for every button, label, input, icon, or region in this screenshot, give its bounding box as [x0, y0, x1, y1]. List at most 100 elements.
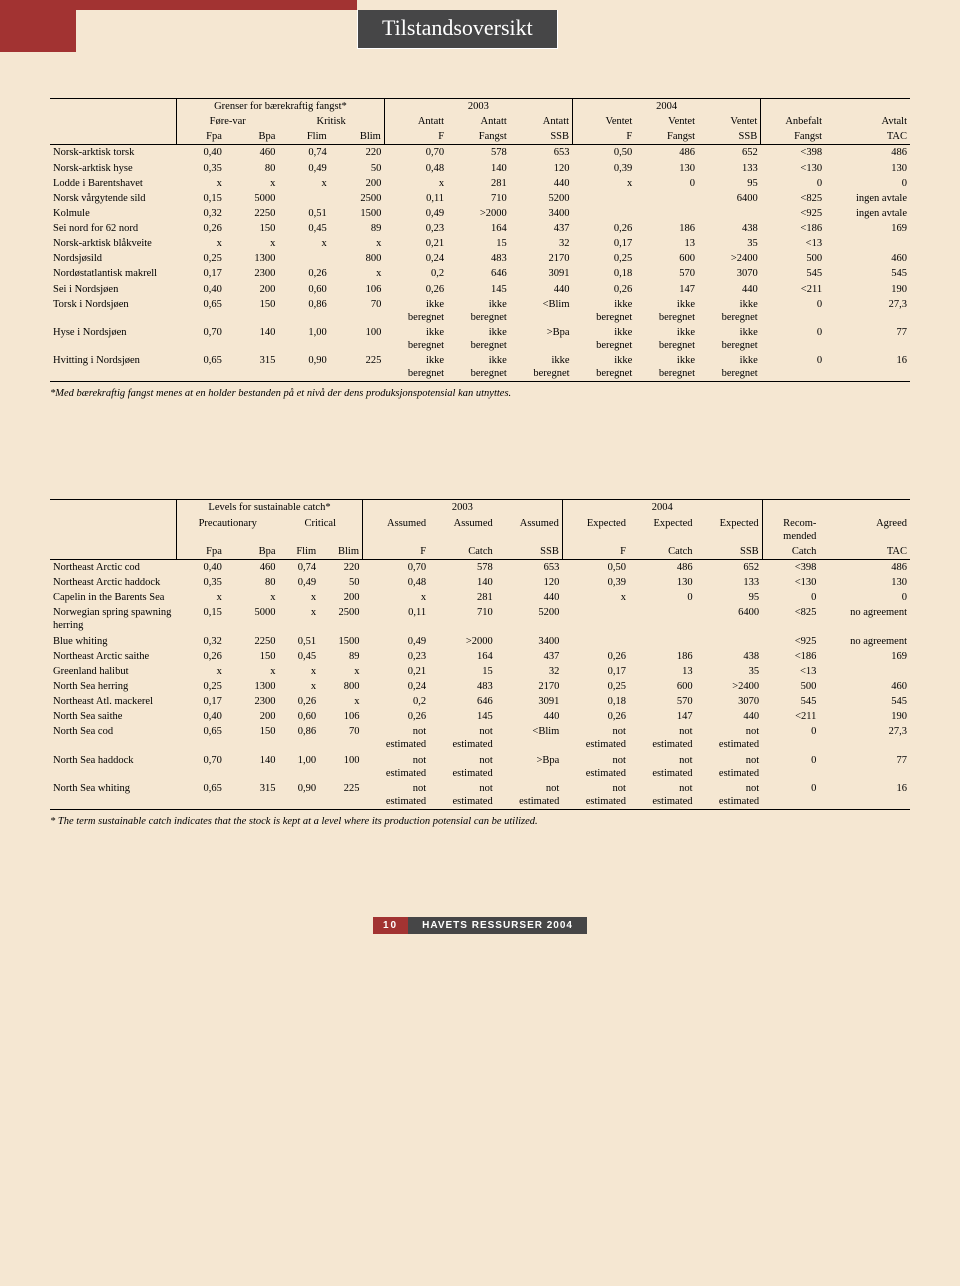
table-cell: x: [177, 176, 225, 191]
table-cell: 190: [819, 709, 910, 724]
table-cell: 70: [319, 724, 362, 752]
table-cell: 140: [429, 575, 496, 590]
table2-footnote: * The term sustainable catch indicates t…: [50, 816, 910, 827]
table-cell: 32: [510, 236, 573, 251]
table-cell: 3091: [496, 694, 563, 709]
table-cell: 710: [429, 605, 496, 633]
table-row: Northeast Atl. mackerel0,1723000,26x0,26…: [50, 694, 910, 709]
table-cell: 5200: [496, 605, 563, 633]
table-cell: 0: [819, 590, 910, 605]
table-cell: 3091: [510, 266, 573, 281]
table-cell: >2000: [429, 634, 496, 649]
table-cell: 0: [762, 781, 819, 810]
table-cell: 0,49: [278, 161, 329, 176]
table-cell: 145: [447, 282, 510, 297]
table-cell: ikkeberegnet: [573, 325, 636, 353]
table-cell: <Blim: [496, 724, 563, 752]
table-cell: notestimated: [696, 781, 763, 810]
table-cell: 200: [330, 176, 385, 191]
table-row: Norsk-arktisk blåkveitexxxx0,2115320,171…: [50, 236, 910, 251]
table-cell: <13: [761, 236, 825, 251]
table-cell: 578: [447, 145, 510, 161]
table-cell: 545: [825, 266, 910, 281]
table-cell: notestimated: [562, 724, 629, 752]
table-cell: 0,50: [573, 145, 636, 161]
table-cell: 130: [629, 575, 696, 590]
header-sub-row-1: Precautionary Critical Assumed Assumed A…: [50, 516, 910, 544]
table-cell: [635, 206, 698, 221]
species-name: Northeast Atl. mackerel: [50, 694, 177, 709]
table-cell: <130: [761, 161, 825, 176]
table-cell: 600: [629, 679, 696, 694]
table-cell: 0,48: [384, 161, 447, 176]
table-cell: 545: [762, 694, 819, 709]
table-cell: 27,3: [819, 724, 910, 752]
table-cell: notestimated: [363, 724, 430, 752]
table-row: Nordøstatlantisk makrell0,1723000,26x0,2…: [50, 266, 910, 281]
table-cell: 0,26: [384, 282, 447, 297]
table-cell: 0,50: [562, 559, 629, 575]
table-cell: 1,00: [279, 753, 320, 781]
table-cell: ikkeberegnet: [384, 353, 447, 382]
table-cell: 2500: [319, 605, 362, 633]
table-row: Torsk i Nordsjøen0,651500,8670ikkeberegn…: [50, 297, 910, 325]
table-cell: >2400: [698, 251, 761, 266]
table-cell: ikkeberegnet: [384, 297, 447, 325]
group-header: 2003: [363, 500, 563, 516]
table-cell: [696, 634, 763, 649]
table-cell: x: [225, 236, 279, 251]
table-cell: 0: [762, 724, 819, 752]
table-cell: [278, 191, 329, 206]
table-row: Northeast Arctic saithe0,261500,45890,23…: [50, 649, 910, 664]
table-cell: 0,74: [279, 559, 320, 575]
table-cell: <13: [762, 664, 819, 679]
table-cell: 3400: [510, 206, 573, 221]
table-row: Hyse i Nordsjøen0,701401,00100ikkeberegn…: [50, 325, 910, 353]
table-cell: 460: [819, 679, 910, 694]
table-cell: 0,60: [278, 282, 329, 297]
table-cell: 710: [447, 191, 510, 206]
table-cell: 106: [330, 282, 385, 297]
table-cell: 0,48: [363, 575, 430, 590]
table-cell: [698, 206, 761, 221]
table-cell: notestimated: [629, 781, 696, 810]
table-cell: x: [279, 605, 320, 633]
table-row: Kolmule0,3222500,5115000,49>20003400<925…: [50, 206, 910, 221]
header-sub-row-1: Føre-var Kritisk Antatt Antatt Antatt Ve…: [50, 114, 910, 129]
table-cell: notestimated: [629, 753, 696, 781]
table-cell: x: [330, 266, 385, 281]
header-group-row: Grenser for bærekraftig fangst* 2003 200…: [50, 99, 910, 115]
species-name: Norsk vårgytende sild: [50, 191, 177, 206]
table-cell: 281: [447, 176, 510, 191]
header-group-row: Levels for sustainable catch* 2003 2004: [50, 500, 910, 516]
table-cell: 486: [825, 145, 910, 161]
table-cell: 145: [429, 709, 496, 724]
table-cell: 0,51: [279, 634, 320, 649]
table-cell: ikkeberegnet: [510, 353, 573, 382]
table-cell: 0,49: [279, 575, 320, 590]
table-cell: <186: [761, 221, 825, 236]
table-cell: x: [177, 236, 225, 251]
table-cell: 486: [635, 145, 698, 161]
table-cell: 140: [225, 753, 279, 781]
table-cell: 5200: [510, 191, 573, 206]
table-cell: 2500: [330, 191, 385, 206]
table-cell: [562, 605, 629, 633]
table-cell: x: [177, 590, 225, 605]
table-cell: x: [384, 176, 447, 191]
table-cell: 147: [629, 709, 696, 724]
table-cell: 0,15: [177, 191, 225, 206]
species-name: Norsk-arktisk torsk: [50, 145, 177, 161]
table-cell: notestimated: [429, 753, 496, 781]
table-cell: 0,21: [363, 664, 430, 679]
table-cell: 0,45: [278, 221, 329, 236]
table-cell: 0,32: [177, 634, 225, 649]
table-cell: 652: [696, 559, 763, 575]
table-cell: 0,49: [363, 634, 430, 649]
table-cell: 0: [629, 590, 696, 605]
table-cell: 0,17: [177, 694, 225, 709]
table-row: Sei i Nordsjøen0,402000,601060,261454400…: [50, 282, 910, 297]
table-cell: 440: [698, 282, 761, 297]
table-cell: 15: [429, 664, 496, 679]
table-cell: notestimated: [696, 753, 763, 781]
